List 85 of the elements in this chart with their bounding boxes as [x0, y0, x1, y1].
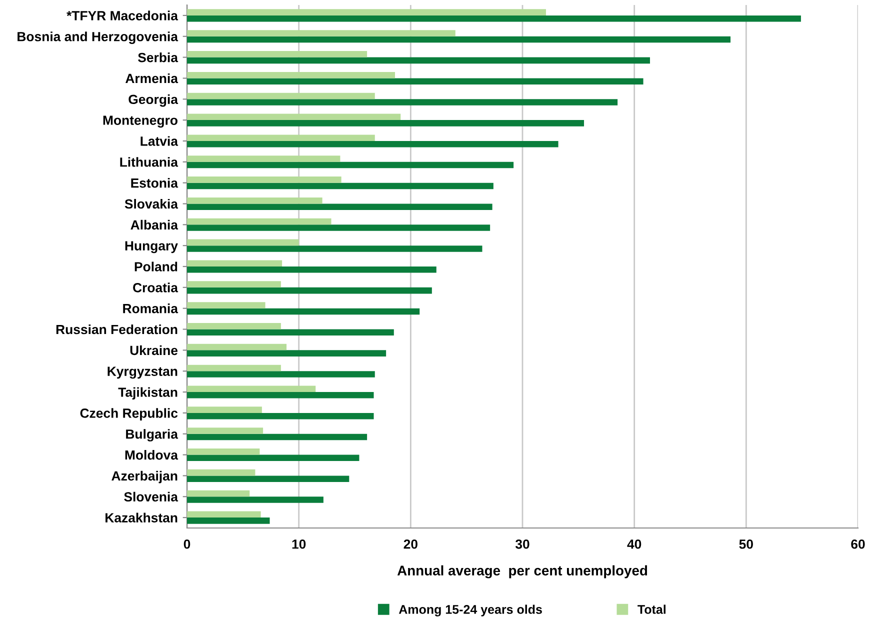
y-tick-label: Kyrgyzstan [108, 366, 178, 379]
bar [187, 239, 299, 246]
bar [187, 434, 368, 440]
bar [187, 511, 261, 518]
y-tick-label: Georgia [128, 94, 178, 107]
bar [187, 197, 322, 204]
bar [187, 428, 264, 434]
bar [187, 287, 432, 294]
y-tick-label: Russian Federation [56, 324, 178, 334]
bar [187, 260, 282, 266]
bar [187, 371, 375, 378]
bar [187, 266, 436, 273]
y-tick-label: Hungary [125, 241, 178, 254]
bar [187, 162, 514, 168]
y-tick-label: Moldova [125, 450, 178, 460]
bar [187, 496, 324, 503]
bar [187, 246, 482, 252]
bar [187, 72, 396, 78]
bar [187, 182, 494, 190]
y-tick-label: Serbia [138, 52, 178, 62]
y-tick-label: Croatia [133, 282, 178, 292]
bar [187, 406, 262, 413]
bar [187, 51, 368, 58]
bar [187, 412, 374, 420]
bar [187, 92, 375, 100]
bar [187, 350, 386, 356]
bar [187, 329, 394, 336]
bar [187, 518, 270, 524]
y-tick-label: Estonia [131, 178, 178, 188]
bar [187, 114, 401, 120]
y-tick-label: Slovenia [124, 492, 178, 502]
y-tick-label: Tajikistan [118, 387, 178, 400]
bar [187, 448, 260, 455]
bar [187, 156, 340, 162]
y-tick-label: Bulgaria [126, 429, 178, 442]
x-tick-label: 60 [851, 539, 865, 549]
bar [187, 15, 801, 22]
bar [187, 57, 650, 64]
x-tick-label: 40 [627, 539, 642, 549]
bar [187, 302, 266, 308]
bar [187, 120, 584, 126]
y-tick-label: Armenia [126, 73, 178, 84]
bar [187, 392, 374, 398]
x-tick-label: 30 [515, 539, 530, 549]
y-tick-label: Czech Republic [80, 408, 178, 420]
bar [187, 469, 256, 476]
bar [187, 9, 546, 16]
bar [187, 99, 618, 106]
x-tick-label: 20 [404, 539, 418, 549]
legend-label: Total [638, 604, 666, 614]
x-tick-label: 50 [739, 539, 753, 549]
bar [187, 224, 490, 231]
bar [187, 30, 456, 36]
x-axis-title: Annual average per cent unemployed [397, 565, 648, 578]
y-tick-label: Ukraine [130, 345, 178, 356]
y-tick-label: Slovakia [124, 198, 178, 209]
y-tick-label: Kazakhstan [106, 512, 178, 522]
bar [187, 218, 332, 225]
bar [187, 490, 250, 497]
y-tick-label: Latvia [140, 136, 178, 146]
bar [187, 454, 360, 462]
y-tick-label: *TFYR Macedonia [66, 10, 178, 20]
x-tick-label: 10 [292, 539, 306, 549]
bar [187, 281, 281, 288]
bar [187, 386, 316, 392]
y-tick-label: Albania [130, 220, 178, 230]
bar [187, 308, 420, 315]
bar [187, 134, 375, 141]
bar [187, 344, 287, 350]
y-tick-label: Bosnia and Herzogovenia [18, 32, 178, 44]
y-tick-label: Poland [134, 262, 178, 272]
y-tick-label: Lithuania [120, 157, 178, 167]
bar [187, 140, 558, 148]
bar [187, 364, 281, 372]
bar [187, 322, 281, 330]
bar [187, 36, 731, 43]
y-tick-label: Montenegro [103, 116, 178, 128]
bar [187, 204, 492, 210]
bar [187, 78, 644, 84]
y-tick-label: Azerbaijan [112, 470, 178, 484]
legend-label: Among 15-24 years olds [398, 604, 542, 616]
bar [187, 176, 342, 183]
y-tick-label: Romania [123, 304, 178, 314]
bar [187, 476, 350, 482]
x-tick-label: 0 [184, 539, 190, 549]
